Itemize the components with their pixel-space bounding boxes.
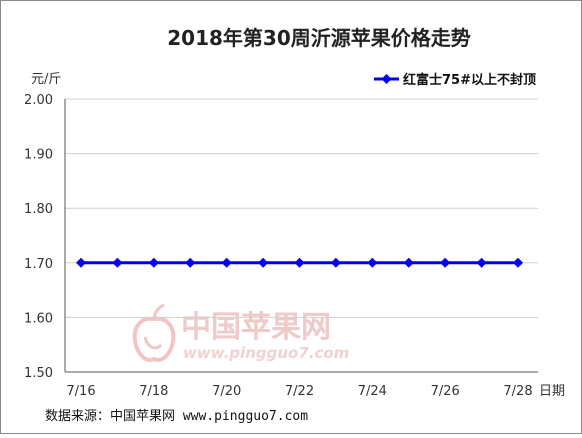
y-tick-label: 1.50 [24, 366, 53, 381]
x-tick-label: 7/22 [285, 384, 314, 399]
data-point [513, 257, 523, 268]
x-tick-label: 7/26 [431, 384, 460, 399]
x-tick-labels: 7/16 7/18 7/20 7/22 7/24 7/26 7/28 [66, 384, 532, 399]
axes [64, 99, 538, 373]
data-point [330, 257, 341, 268]
legend: 红富士75#以上不封顶 [374, 72, 536, 88]
data-point [476, 257, 487, 268]
data-source: 数据来源：中国苹果网 www.pingguo7.com [45, 409, 308, 424]
y-tick-label: 1.60 [24, 311, 53, 326]
chart-title: 2018年第30周沂源苹果价格走势 [167, 26, 471, 50]
data-point [258, 257, 269, 268]
data-point [403, 257, 414, 268]
legend-marker [381, 74, 392, 84]
data-point [185, 257, 196, 268]
apple-logo-icon [132, 303, 176, 362]
x-tick-label: 7/28 [503, 384, 532, 399]
legend-label: 红富士75#以上不封顶 [403, 72, 536, 88]
data-point [221, 257, 232, 268]
y-tick-labels: 1.50 1.60 1.70 1.80 1.90 2.00 [24, 93, 53, 381]
data-point [294, 257, 305, 268]
data-point [440, 257, 451, 268]
data-point [76, 257, 86, 268]
data-point [148, 257, 159, 268]
watermark-name: 中国苹果网 [181, 310, 331, 345]
x-axis-label: 日期 [539, 384, 565, 399]
x-tick-label: 7/18 [139, 384, 168, 399]
data-point [367, 257, 378, 268]
y-tick-label: 1.90 [24, 148, 53, 163]
watermark-url: www.pingguo7.com [183, 344, 349, 362]
y-tick-label: 1.80 [24, 202, 53, 217]
grid-lines [65, 98, 538, 318]
x-tick-label: 7/16 [66, 384, 95, 399]
x-tick-label: 7/20 [212, 384, 241, 399]
series-group [76, 257, 523, 268]
y-tick-label: 1.70 [24, 257, 53, 272]
y-axis-unit: 元/斤 [31, 72, 61, 87]
watermark: 中国苹果网 www.pingguo7.com [132, 303, 349, 362]
y-tick-label: 2.00 [24, 93, 53, 108]
data-point [112, 257, 123, 268]
x-tick-label: 7/24 [358, 384, 387, 399]
